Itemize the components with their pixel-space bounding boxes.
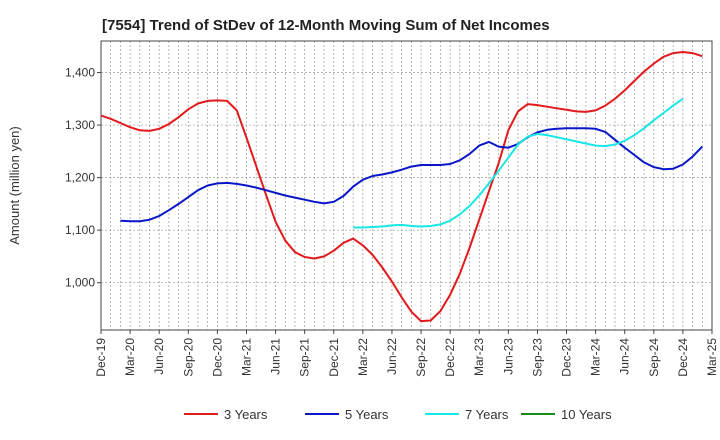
legend-label-5-years: 5 Years	[345, 407, 389, 422]
x-tick-label: Jun-20	[152, 338, 166, 375]
x-tick-label: Sep-22	[414, 338, 428, 377]
x-tick-label: Mar-24	[589, 338, 603, 376]
x-tick-label: Mar-21	[239, 338, 253, 376]
y-tick-label: 1,400	[65, 66, 95, 80]
series-line-3-years	[100, 51, 703, 323]
y-axis-label: Amount (million yen)	[7, 126, 22, 245]
x-tick-label: Jun-24	[618, 338, 632, 375]
x-tick-label: Dec-21	[327, 338, 341, 377]
x-tick-label: Dec-20	[210, 338, 224, 377]
chart-title: [7554] Trend of StDev of 12-Month Moving…	[102, 17, 550, 34]
x-tick-label: Jun-22	[385, 338, 399, 375]
series-line-7-years	[353, 97, 684, 229]
x-tick-label: Mar-25	[705, 338, 719, 376]
x-tick-label: Dec-22	[443, 338, 457, 377]
x-tick-label: Dec-24	[676, 338, 690, 377]
grid	[101, 41, 712, 330]
y-tick-label: 1,100	[65, 223, 95, 237]
legend-label-7-years: 7 Years	[465, 407, 509, 422]
x-tick-label: Mar-20	[123, 338, 137, 376]
x-axis: Dec-19 Mar-20 Jun-20 Sep-20 Dec-20 Mar-21 Jun-…	[94, 330, 719, 377]
x-tick-label: Mar-22	[356, 338, 370, 376]
x-tick-label: Sep-21	[298, 338, 312, 377]
x-tick-label: Dec-19	[94, 338, 108, 377]
x-tick-label: Sep-20	[181, 338, 195, 377]
x-tick-label: Mar-23	[472, 338, 486, 376]
legend-label-3-years: 3 Years	[224, 407, 268, 422]
y-tick-label: 1,200	[65, 171, 95, 185]
legend: 3 Years 5 Years 7 Years 10 Years	[184, 407, 612, 422]
y-tick-label: 1,300	[65, 118, 95, 132]
x-tick-label: Jun-23	[501, 338, 515, 375]
x-tick-label: Sep-23	[530, 338, 544, 377]
plot-area	[100, 40, 713, 331]
y-axis: 1,000 1,100 1,200 1,300 1,400	[65, 66, 101, 290]
series-lines	[100, 51, 704, 323]
legend-label-10-years: 10 Years	[561, 407, 612, 422]
x-tick-label: Sep-24	[647, 338, 661, 377]
x-tick-label: Dec-23	[560, 338, 574, 377]
x-tick-label: Jun-21	[269, 338, 283, 375]
y-tick-label: 1,000	[65, 276, 95, 290]
series-line-5-years	[120, 127, 704, 223]
